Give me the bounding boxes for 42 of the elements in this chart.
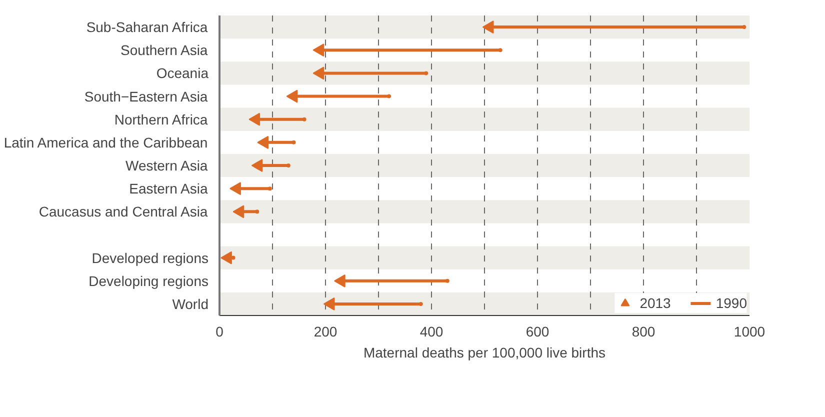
point <box>742 25 746 30</box>
y-tick-label: Southern Asia <box>120 42 208 58</box>
point <box>334 274 346 288</box>
point <box>292 140 296 144</box>
y-tick-label: Northern Africa <box>114 111 208 128</box>
y-tick-label: World <box>172 296 209 312</box>
point <box>312 44 324 57</box>
x-tick-label: 400 <box>420 324 444 340</box>
point <box>268 186 272 191</box>
point <box>251 159 263 172</box>
x-tick-label: 0 <box>216 324 224 340</box>
point <box>232 205 244 218</box>
point <box>498 48 502 52</box>
point <box>482 20 494 34</box>
x-tick-label: 1000 <box>734 324 766 340</box>
legend-label: 1990 <box>716 295 747 311</box>
y-tick-label: Latin America and the Caribbean <box>4 134 208 150</box>
y-tick-label: Sub-Saharan Africa <box>86 19 208 36</box>
y-tick-label: Western Asia <box>126 158 208 174</box>
x-tick-label: 200 <box>314 324 338 340</box>
point <box>230 182 241 196</box>
point <box>286 90 298 103</box>
x-axis-title: Maternal deaths per 100,000 live births <box>363 344 606 360</box>
y-tick-label: Eastern Asia <box>129 180 208 197</box>
x-tick-label: 600 <box>526 324 550 340</box>
y-tick-label: Oceania <box>156 65 209 82</box>
point <box>323 297 335 310</box>
point <box>257 136 269 149</box>
x-tick-label: 800 <box>632 324 656 340</box>
y-tick-label: South−Eastern Asia <box>84 88 208 104</box>
point <box>302 117 306 122</box>
point <box>220 251 232 264</box>
point <box>387 94 392 98</box>
y-tick-label: Developed regions <box>92 250 209 266</box>
y-tick-label: Developing regions <box>88 272 209 289</box>
point <box>312 66 324 80</box>
point <box>248 112 260 126</box>
y-tick-label: Caucasus and Central Asia <box>38 204 208 220</box>
legend-label: 2013 <box>640 295 671 311</box>
point <box>255 210 260 214</box>
point <box>445 278 450 283</box>
point <box>424 71 428 76</box>
